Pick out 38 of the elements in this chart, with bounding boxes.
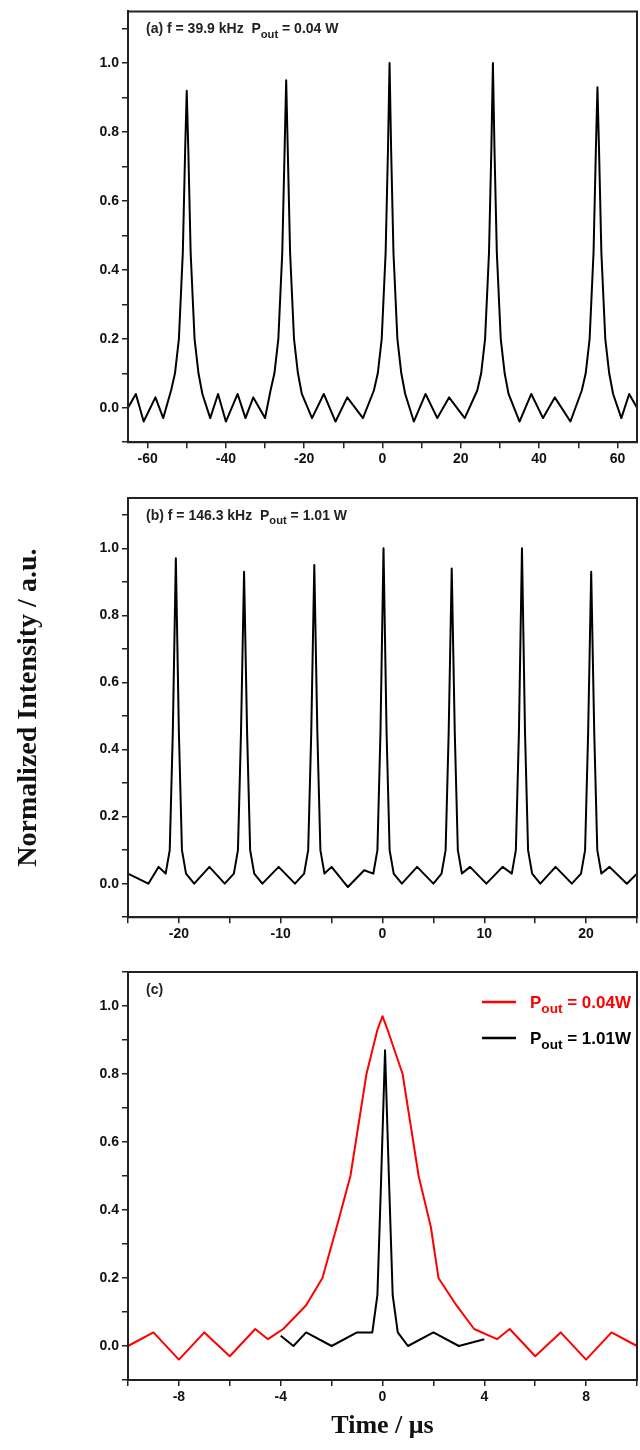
x-tick-label: 4: [480, 1388, 489, 1405]
x-tick-label: 8: [582, 1388, 591, 1405]
y-tick-label: 0.0: [99, 874, 120, 891]
y-tick-label: 0.8: [99, 122, 120, 139]
x-tick-label: 0: [378, 925, 387, 942]
x-tick-label: -60: [137, 450, 158, 467]
y-tick-label: 0.0: [99, 398, 120, 415]
y-tick-label: 0.4: [99, 260, 120, 277]
x-axis-title: Time / μs: [331, 1410, 434, 1440]
y-tick-label: 0.6: [99, 1132, 120, 1149]
x-tick-label: -4: [274, 1388, 288, 1405]
y-tick-label: 1.0: [99, 539, 120, 556]
x-tick-label: 10: [476, 925, 493, 942]
y-tick-label: 0.4: [99, 1200, 120, 1217]
y-axis-title: Normalized Intensity / a.u.: [11, 548, 43, 867]
x-tick-label: 20: [578, 925, 595, 942]
x-tick-label: 20: [453, 450, 469, 467]
annotation: (c): [146, 981, 164, 997]
y-tick-label: 0.8: [99, 606, 120, 623]
y-tick-label: 0.8: [99, 1064, 120, 1081]
y-tick-label: 0.4: [99, 740, 120, 757]
x-tick-label: -40: [215, 450, 237, 467]
x-tick-label: 40: [531, 450, 548, 467]
y-tick-label: 0.2: [99, 329, 120, 346]
x-tick-label: -10: [270, 925, 292, 942]
y-tick-label: 1.0: [99, 53, 120, 70]
x-tick-label: -20: [294, 450, 315, 467]
y-tick-label: 0.2: [99, 1268, 120, 1285]
y-tick-label: 0.0: [99, 1336, 120, 1353]
x-tick-label: 60: [609, 450, 626, 467]
y-tick-label: 0.6: [99, 191, 120, 208]
x-tick-label: 0: [378, 450, 387, 467]
y-tick-label: 0.2: [99, 807, 120, 824]
y-tick-label: 0.6: [99, 673, 120, 690]
x-tick-label: -20: [168, 925, 190, 942]
x-tick-label: 0: [378, 1388, 387, 1405]
x-tick-label: -8: [172, 1388, 186, 1405]
y-tick-label: 1.0: [99, 996, 120, 1013]
